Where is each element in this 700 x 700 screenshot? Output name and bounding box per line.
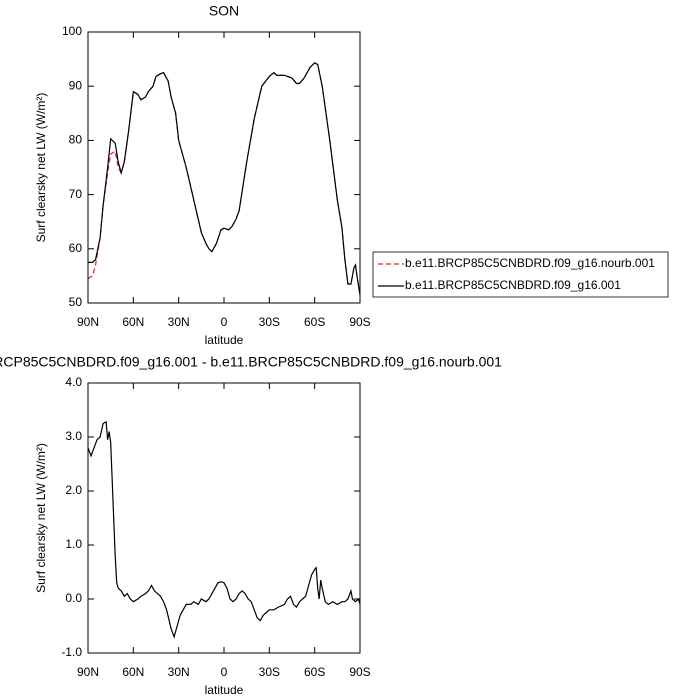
x-tick-label: 0: [221, 315, 228, 329]
y-tick-label: 50: [69, 295, 83, 309]
x-tick-label: 60N: [122, 315, 144, 329]
x-tick-label: 30N: [168, 665, 190, 679]
y-axis-label: Surf clearsky net LW (W/m²): [34, 93, 48, 243]
plot-frame: [87, 382, 361, 654]
y-tick-label: 3.0: [65, 429, 82, 443]
legend-label: b.e11.BRCP85C5CNBDRD.f09_g16.001: [405, 278, 621, 292]
y-tick-label: 70: [69, 187, 83, 201]
x-axis-label: latitude: [205, 333, 244, 347]
y-axis-label: Surf clearsky net LW (W/m²): [34, 443, 48, 593]
y-tick-label: 60: [69, 241, 83, 255]
x-tick-label: 90N: [77, 315, 99, 329]
y-tick-label: 2.0: [65, 483, 82, 497]
x-tick-label: 30N: [168, 315, 190, 329]
data-line: [87, 62, 361, 295]
x-tick-label: 90S: [349, 665, 370, 679]
legend-box: [372, 251, 669, 298]
x-axis-label: latitude: [205, 683, 244, 697]
data-line: [88, 62, 361, 295]
x-tick-label: 90S: [349, 315, 370, 329]
x-tick-label: 60S: [304, 665, 325, 679]
x-tick-label: 0: [221, 665, 228, 679]
y-tick-label: 1.0: [65, 537, 82, 551]
data-line: [87, 420, 361, 639]
x-tick-label: 30S: [259, 315, 280, 329]
x-tick-label: 60N: [122, 665, 144, 679]
y-tick-label: -1.0: [61, 645, 82, 659]
y-tick-label: 100: [62, 24, 82, 38]
x-tick-label: 30S: [259, 665, 280, 679]
x-tick-label: 90N: [77, 665, 99, 679]
y-tick-label: 4.0: [65, 375, 82, 389]
plot-frame: [87, 31, 361, 304]
chart-title: b.e11.BRCP85C5CNBDRD.f09_g16.001 - b.e11…: [0, 354, 502, 370]
y-tick-label: 0.0: [65, 591, 82, 605]
legend-label: b.e11.BRCP85C5CNBDRD.f09_g16.nourb.001: [405, 256, 655, 270]
x-tick-label: 60S: [304, 315, 325, 329]
y-tick-label: 80: [69, 133, 83, 147]
y-tick-label: 90: [69, 78, 83, 92]
chart-title: SON: [209, 3, 239, 19]
